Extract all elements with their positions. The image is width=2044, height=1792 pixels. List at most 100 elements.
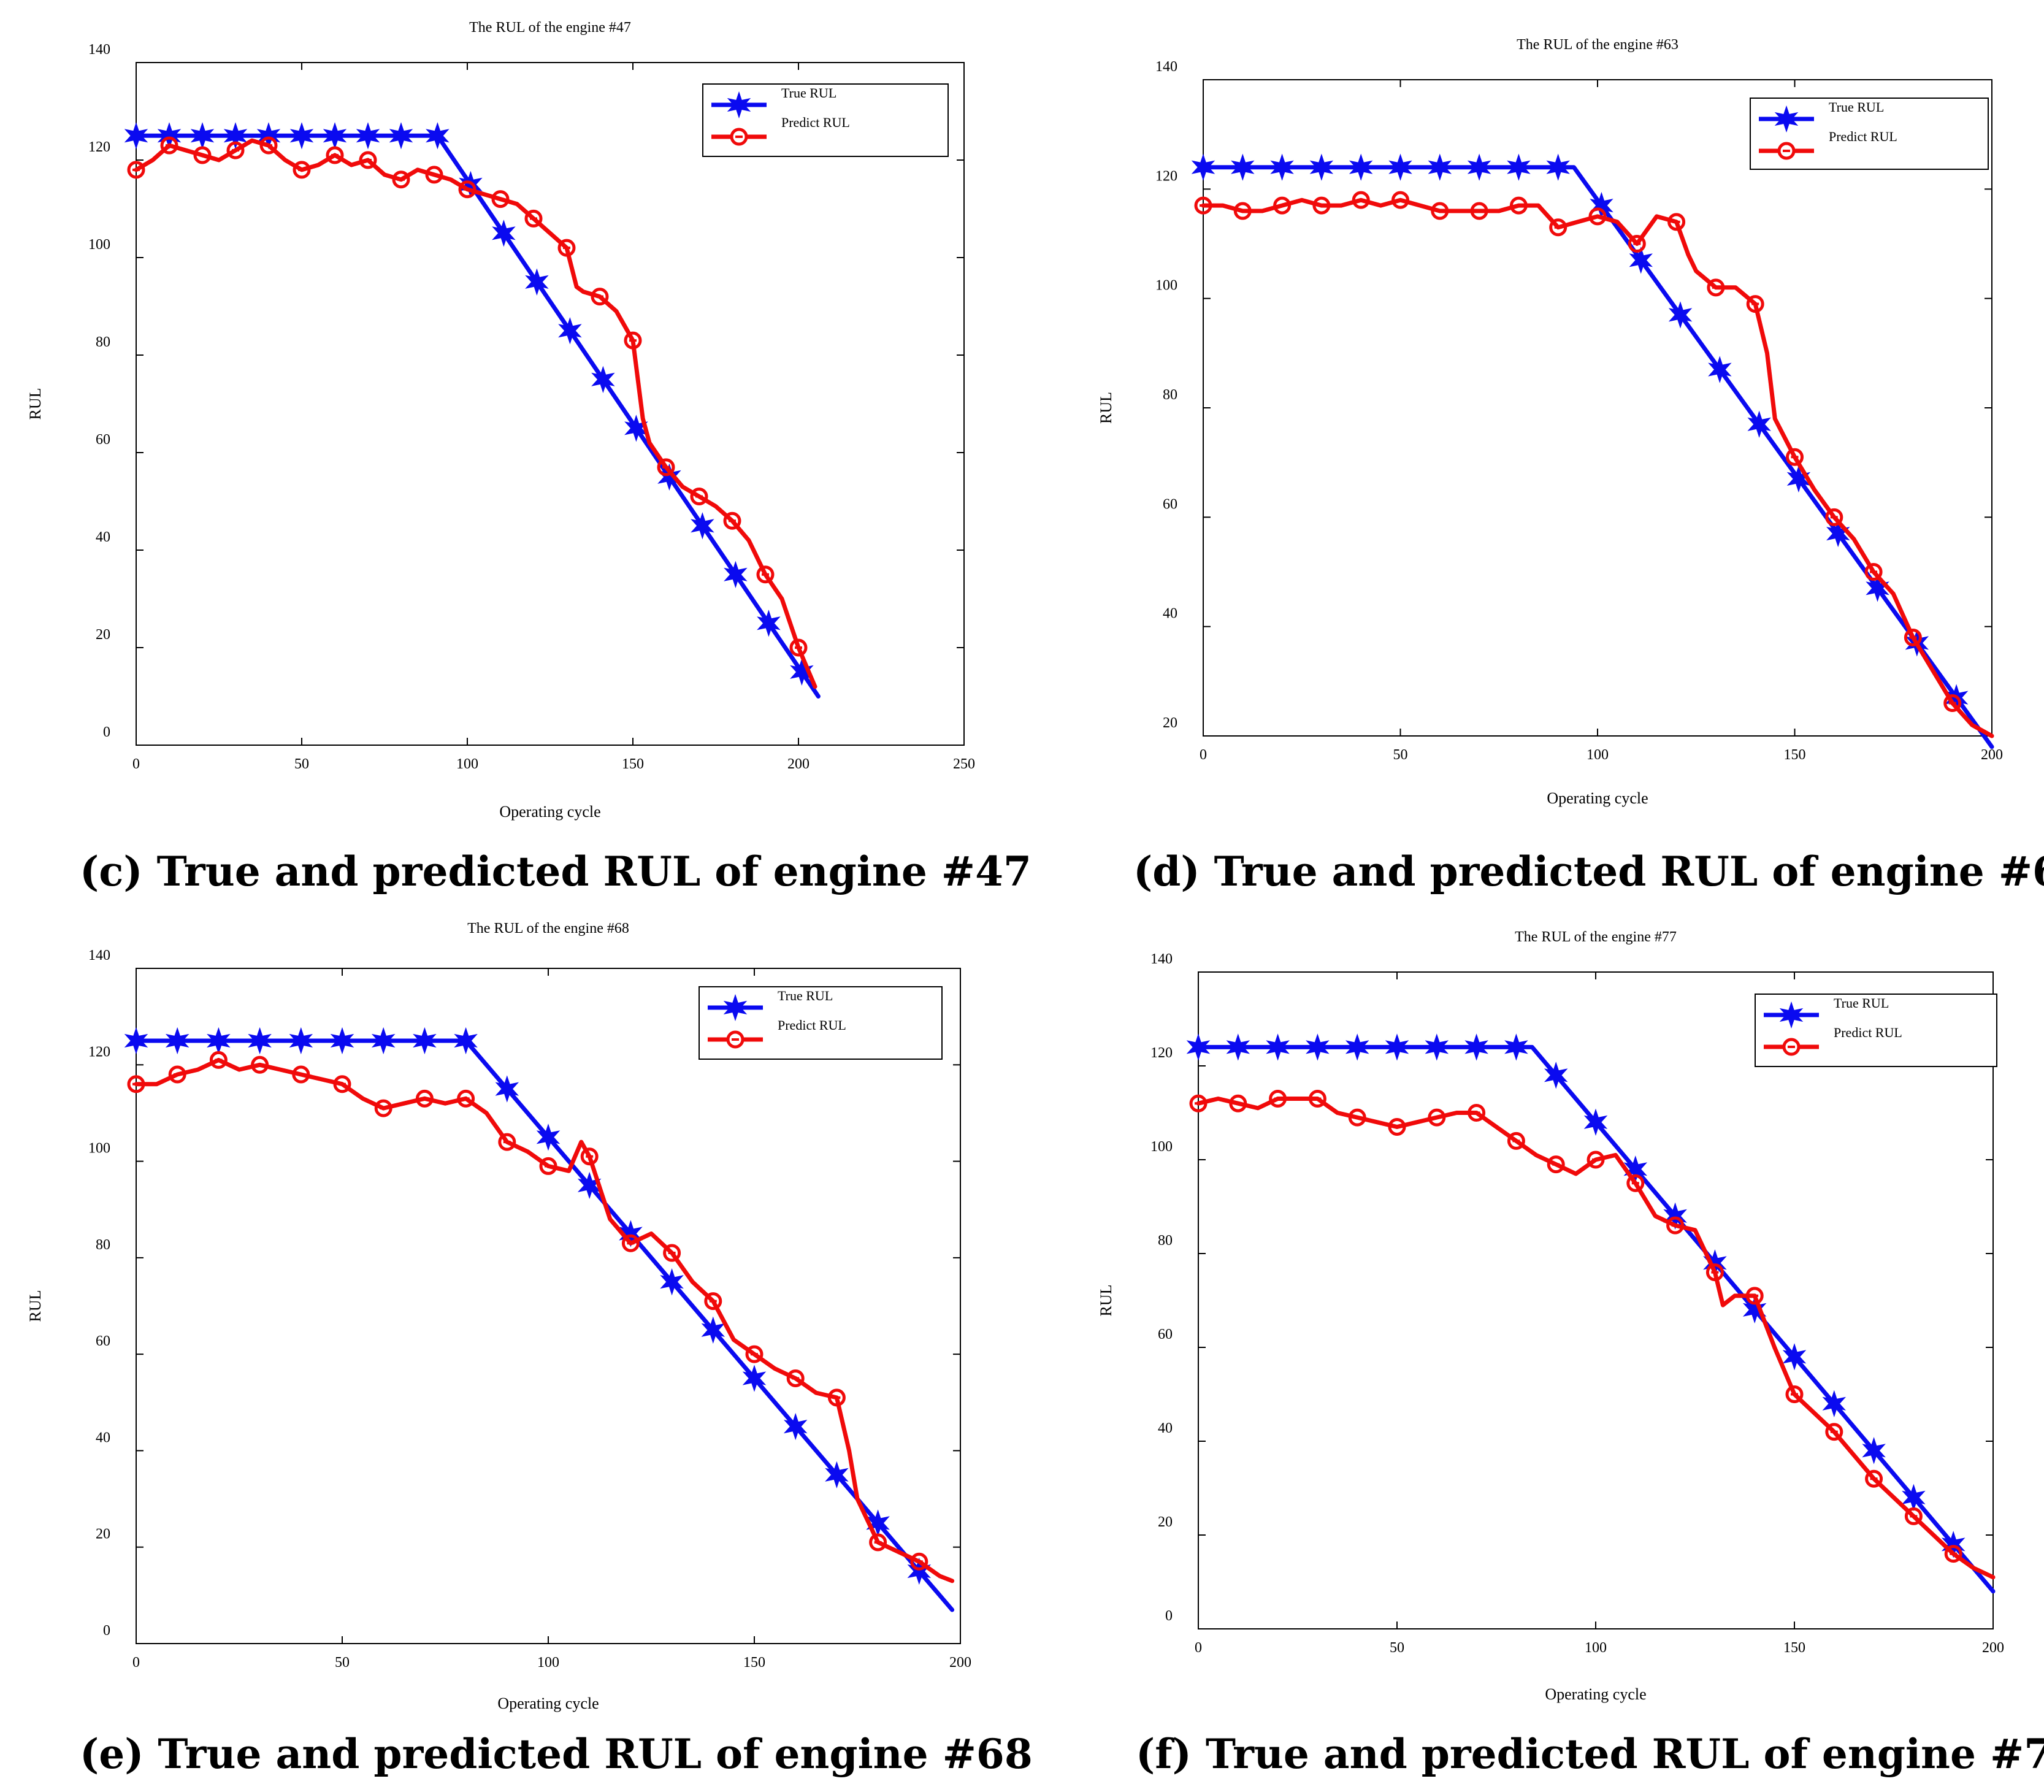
true-rul-star-marker [1668,301,1693,329]
true-rul-star-marker [1345,1033,1369,1061]
true-rul-star-marker [1862,1437,1886,1465]
true-rul-star-marker [492,220,516,247]
x-axis-label: Operating cycle [497,1694,599,1712]
true-rul-star-marker [1546,153,1570,181]
true-rul-star-marker [724,561,748,588]
predict-rul-line [1196,1097,1996,1580]
true-rul-star-marker [1866,575,1889,602]
y-tick-label: 80 [96,334,110,350]
predict-rul-circle-marker [1547,1155,1565,1174]
true-rul-star-marker [1425,1033,1449,1061]
true-rul-line [1201,165,1994,749]
predict-rul-circle-marker [580,1147,599,1166]
legend-true-star [1774,105,1799,133]
legend-true-star [727,91,751,119]
true-rul-star-marker [330,1027,354,1055]
true-rul-star-marker [757,610,781,637]
true-rul-star-marker [289,1027,313,1055]
true-rul-star-marker [558,317,582,345]
chart-panel-f: The RUL of the engine #77 0 50 100 150 200 0 20… [1022,896,2044,1792]
legend-true-star [723,994,748,1022]
predict-rul-circle-marker [663,1244,681,1262]
predict-rul-circle-marker [333,1075,351,1093]
predict-rul-circle-marker [193,146,212,164]
true-rul-star-marker [825,1461,849,1488]
legend-box [702,83,949,157]
x-tick-label: 0 [132,1655,140,1671]
y-tick-label: 140 [1150,951,1173,967]
predict-rul-circle-marker [491,190,510,209]
predict-rul-circle-marker [1666,1216,1685,1235]
predict-rul-circle-marker [690,488,708,506]
predict-rul-circle-marker [1509,196,1528,215]
true-rul-line [1196,1044,1996,1594]
x-tick-label: 150 [1784,747,1806,763]
predict-rul-circle-marker [1943,694,1962,712]
true-rul-star-marker [223,122,248,150]
predict-rul-circle-marker [160,136,178,155]
legend-true-label: True RUL [781,85,836,101]
predict-rul-circle-marker [789,638,808,657]
legend-true-star [1779,1001,1804,1029]
true-rul-star-marker [790,658,814,686]
true-rul-line [134,133,821,699]
x-tick-label: 100 [1587,747,1609,763]
predict-rul-circle-marker [1233,202,1252,220]
x-tick-label: 100 [537,1655,559,1671]
y-axis-label: RUL [26,388,44,420]
legend-true-label: True RUL [1834,995,1889,1011]
predict-rul-circle-marker [1549,218,1567,237]
true-rul-star-marker [495,1075,519,1103]
true-rul-star-marker [1663,1202,1687,1230]
predict-rul-circle-marker [1468,1104,1486,1122]
predict-rul-circle-marker [657,458,675,477]
predict-rul-circle-marker [591,288,609,306]
predict-rul-circle-marker [259,136,278,155]
predict-rul-circle-marker [127,161,145,179]
predict-rul-circle-marker [827,1388,846,1407]
predict-rul-circle-marker [1308,1090,1326,1108]
y-axis-label: RUL [1097,392,1115,424]
y-tick-label: 60 [96,432,110,448]
predict-rul-line [134,138,817,689]
predict-rul-circle-marker [1269,1090,1287,1108]
x-tick-label: 50 [294,756,309,772]
predict-rul-circle-marker [1707,278,1725,297]
true-rul-star-marker [165,1027,189,1055]
x-tick-label: 200 [1982,1640,2004,1656]
y-tick-label: 0 [103,724,110,740]
true-rul-star-marker [1782,1343,1807,1371]
true-rul-star-marker [1467,153,1491,181]
predict-rul-circle-marker [127,1075,145,1093]
y-tick-label: 100 [88,237,110,253]
predict-rul-circle-marker [1786,448,1804,466]
x-tick-label: 200 [949,1655,971,1671]
y-tick-label: 60 [1158,1327,1173,1342]
true-rul-star-marker [783,1412,808,1441]
predict-rul-circle-marker [425,166,443,184]
predict-rul-circle-marker [1428,1108,1446,1127]
predict-rul-circle-marker [293,161,311,179]
chart-e: The RUL of the engine #68 0 50 100 150 200 0 20… [26,921,971,1712]
y-tick-label: 40 [1163,606,1177,622]
y-tick-label: 140 [1155,59,1177,75]
x-tick-label: 0 [1200,747,1207,763]
y-tick-label: 100 [88,1141,110,1157]
true-rul-star-marker [289,122,314,150]
x-tick-label: 200 [787,756,810,772]
true-rul-star-marker [525,268,549,296]
predict-rul-circle-marker [498,1133,516,1151]
predict-rul-circle-marker [1785,1385,1804,1403]
true-rul-star-marker [1544,1062,1568,1089]
predict-rul-circle-marker [1705,1263,1724,1282]
chart-panel-c: The RUL of the engine #47 0 50 100 150 200 250… [0,0,1032,896]
predict-rul-circle-marker [621,1234,640,1252]
true-rul-star-marker [454,1027,478,1055]
predict-rul-circle-marker [1348,1108,1366,1127]
predict-rul-circle-marker [704,1292,722,1311]
y-tick-label: 80 [96,1237,110,1253]
caption-c: (c) True and predicted RUL of engine #47 [80,848,1032,895]
caption-e: (e) True and predicted RUL of engine #68 [80,1730,1033,1778]
chart-panel-e: The RUL of the engine #68 0 50 100 150 200 0 20… [0,896,1033,1792]
predict-rul-circle-marker [1628,235,1646,253]
